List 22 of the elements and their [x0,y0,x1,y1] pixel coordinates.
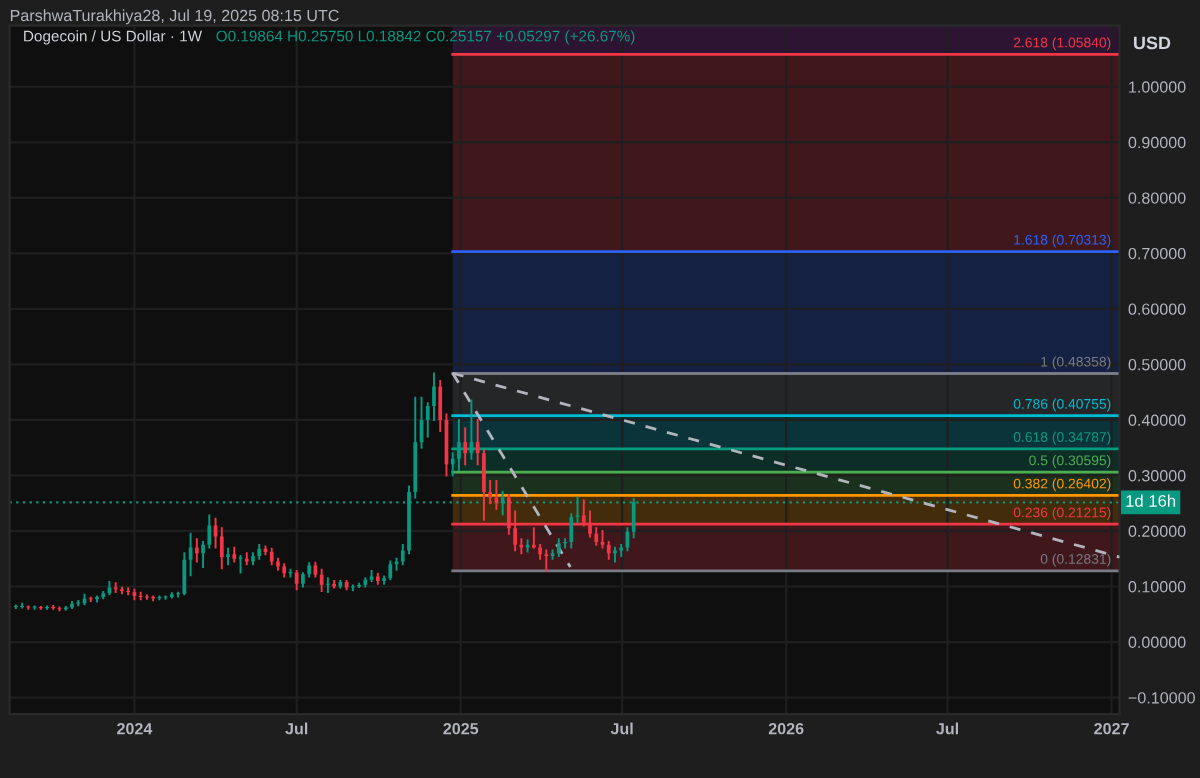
x-tick-label: 2027 [1094,722,1129,735]
x-tick-label: Jul [285,722,308,735]
y-tick-label: 0.90000 [1128,136,1186,149]
y-tick-label: 0.20000 [1128,525,1186,537]
y-tick-label: 0.10000 [1128,581,1186,593]
y-tick-label: 0.40000 [1128,414,1186,426]
ref-line-label: 1d 16h [1126,494,1176,507]
y-tick-label: 0.60000 [1128,303,1186,315]
x-tick-label: 2025 [443,722,479,735]
y-tick-label: −0.10000 [1128,692,1195,704]
x-tick-label: Jul [936,722,959,735]
y-tick-label: 0.80000 [1128,192,1186,204]
x-tick-label: 2024 [117,722,153,735]
y-tick-label: 0.30000 [1128,470,1186,482]
x-tick-label: Jul [610,722,633,735]
y-tick-label: 0.70000 [1128,247,1186,260]
y-tick-label: 0.50000 [1128,358,1186,371]
y-tick-label: 0.00000 [1128,636,1186,649]
y-axis-title: USD [1134,36,1171,50]
x-tick-label: 2026 [768,722,804,735]
y-tick-label: 1.00000 [1129,81,1186,93]
text: ParshwaTurakhiya28, Jul 19, 2025 08:15 UTC [10,9,339,25]
